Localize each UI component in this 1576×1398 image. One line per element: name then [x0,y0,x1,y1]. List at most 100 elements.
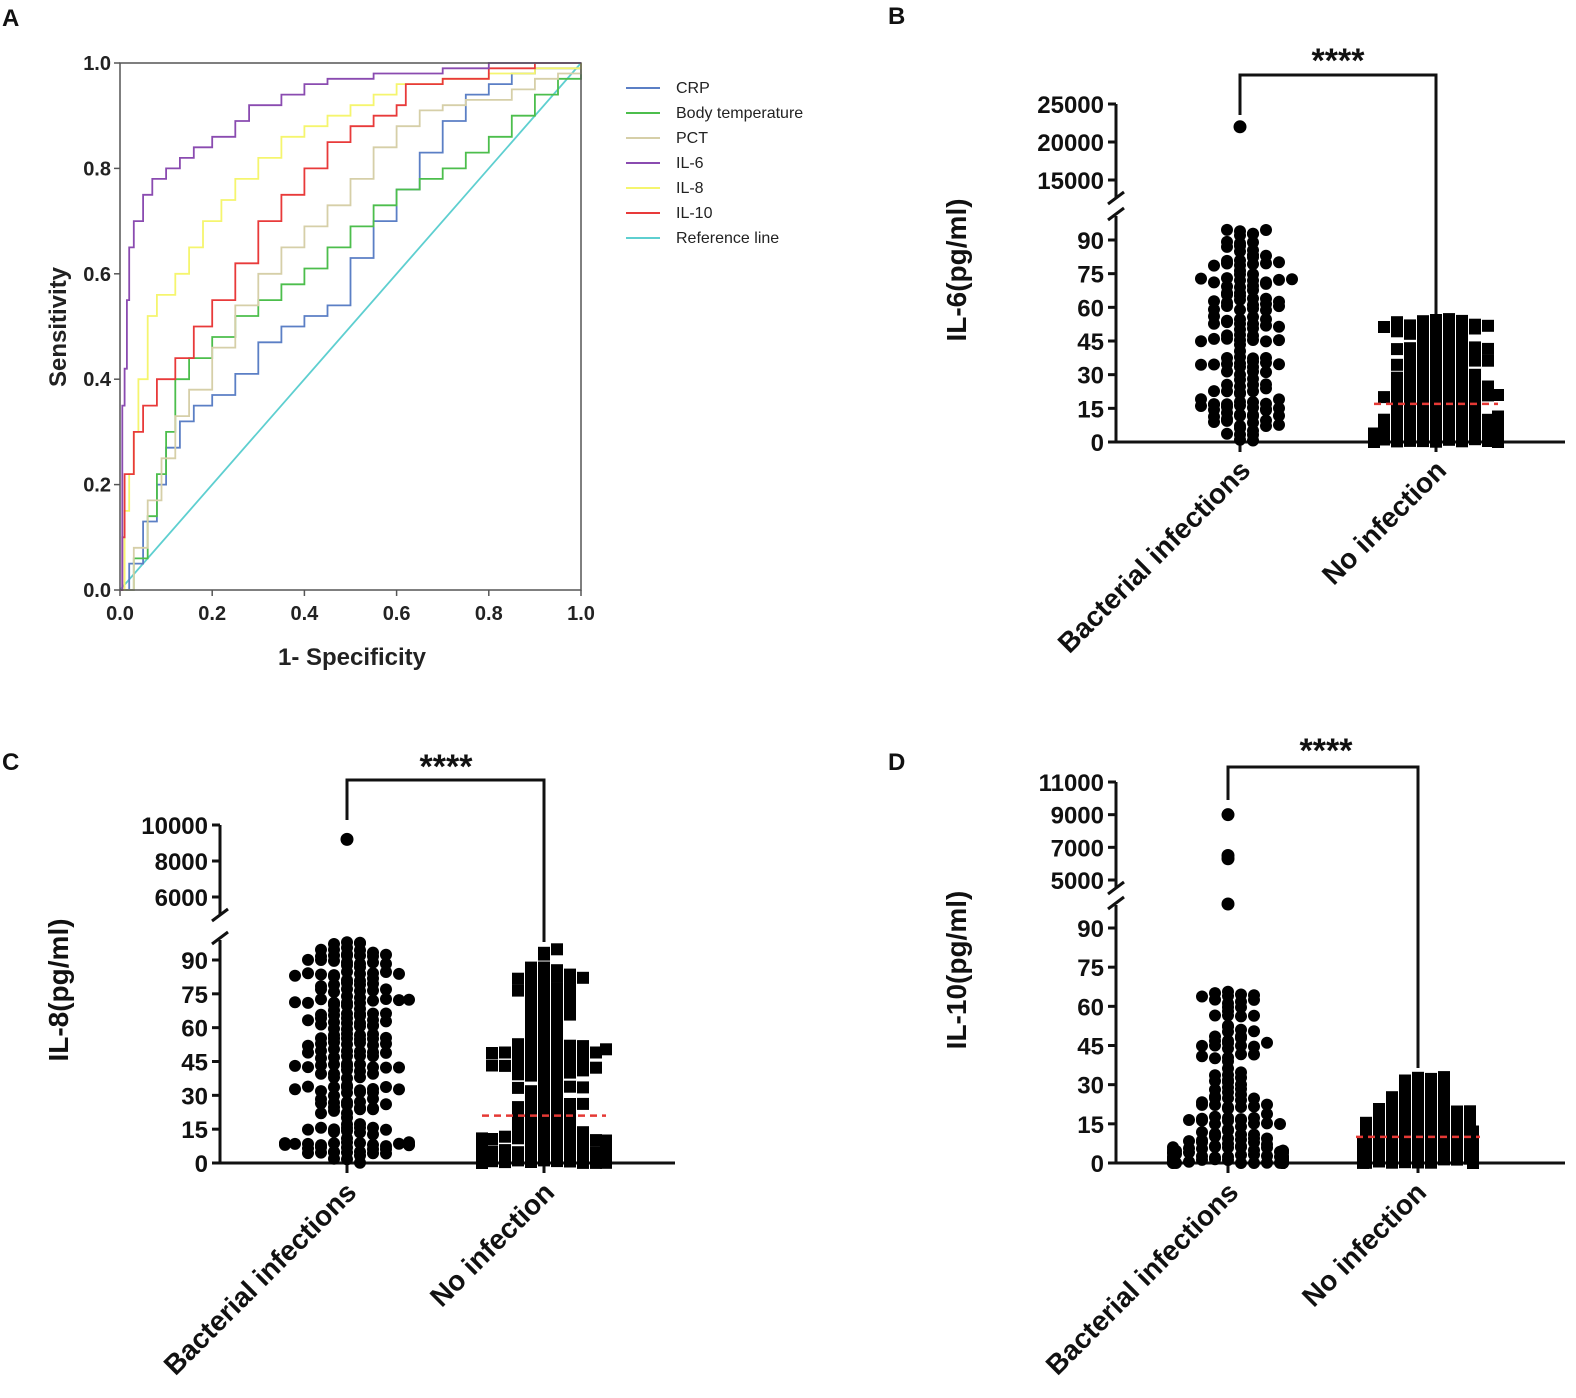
data-point [1443,418,1455,431]
data-point [341,1153,353,1166]
roc-line-body-temperature [120,63,582,591]
roc-line-il-10 [120,62,581,591]
data-point [1273,393,1285,406]
roc-y-tick-label: 0.4 [83,369,112,391]
roc-line-il-6 [120,62,581,591]
il6-plot: 0 15 30 45 60 75 90 15000 20000 25000 [1037,73,1565,457]
data-point [1430,382,1442,395]
data-point [538,946,550,959]
data-point [1438,1090,1450,1103]
data-point [551,1149,563,1162]
data-point [315,968,327,981]
data-point [1221,272,1233,285]
data-point [1260,249,1272,262]
data-point [354,937,366,950]
data-point [328,1081,340,1094]
data-point [1443,381,1455,394]
data-point [1208,303,1220,316]
data-point [1208,398,1220,411]
data-point [1391,428,1403,441]
data-point [341,1111,353,1124]
data-point [315,980,327,993]
data-point [1183,1114,1195,1126]
data-point [354,1020,366,1033]
data-point [341,948,353,961]
il8-y-axis-label: IL-8(pg/ml) [43,918,74,1061]
data-point [1234,428,1246,441]
data-point [499,1130,511,1143]
data-point [315,1093,327,1106]
data-point [1386,1156,1398,1169]
data-point [525,1085,537,1098]
data-point [1260,292,1272,305]
data-point [1492,389,1504,401]
data-point [1412,1071,1424,1084]
data-point [1261,1098,1273,1111]
data-point [1222,1005,1234,1018]
data-point [512,1047,524,1060]
data-point [1430,332,1442,345]
roc-legend-label: IL-10 [676,205,713,222]
data-point [1235,1039,1247,1052]
data-point [564,985,576,998]
data-point [1234,408,1246,421]
data-point [315,1052,327,1065]
il6-category-no-infection: No infection [1316,454,1452,590]
data-point [577,1126,589,1139]
data-point [1286,273,1298,286]
data-point [538,1025,550,1038]
data-point [551,1123,563,1136]
data-point [1492,435,1504,448]
data-point [1221,314,1233,327]
data-point [1235,1023,1247,1036]
y-tick-label: 60 [1077,994,1104,1021]
data-point [1221,329,1233,342]
y-tick-label: 30 [181,1083,208,1110]
data-point [341,999,353,1012]
data-point [1247,372,1259,385]
data-point [551,1047,563,1060]
roc-x-tick-label: 0.4 [290,603,319,625]
data-point [1260,366,1272,379]
data-point [564,968,576,981]
data-point [1221,427,1233,440]
axis-break-mark [211,930,229,946]
data-point [1399,1074,1411,1087]
y-tick-label: 15 [1077,396,1104,423]
data-point [1399,1111,1411,1124]
data-point [315,993,327,1006]
data-point [1183,1155,1195,1168]
data-point [1234,229,1246,242]
roc-y-tick-label: 0.2 [83,475,111,497]
y-tick-label: 75 [181,982,208,1009]
data-point [1404,326,1416,338]
data-point [1430,354,1442,367]
data-point [1386,1119,1398,1132]
data-point [1209,993,1221,1006]
data-point [1469,428,1481,441]
data-point [1412,1125,1424,1138]
y-tick-label: 60 [1077,295,1104,322]
data-point [1247,434,1259,447]
y-tick-label: 20000 [1037,130,1104,157]
data-point [1195,335,1207,348]
data-point [499,1046,511,1059]
data-point [1209,1127,1221,1140]
data-point [1260,352,1272,364]
roc-x-tick-label: 0.6 [383,603,411,625]
data-point [1208,332,1220,345]
data-point [1248,1112,1260,1124]
data-point [1222,1124,1234,1137]
data-point [1456,346,1468,359]
data-point [1438,1109,1450,1122]
data-point [1273,300,1285,313]
roc-x-tick-label: 1.0 [567,603,595,625]
data-point [1443,428,1455,441]
roc-x-tick-label: 0.2 [198,603,226,625]
data-point [328,954,340,967]
data-point [525,1136,537,1149]
y-tick-label: 15 [181,1117,208,1144]
data-point [538,1120,550,1133]
significance-bracket [345,778,546,942]
roc-legend: CRP Body temperature PCT IL-6 IL-8 IL-10 Refer… [626,80,803,247]
